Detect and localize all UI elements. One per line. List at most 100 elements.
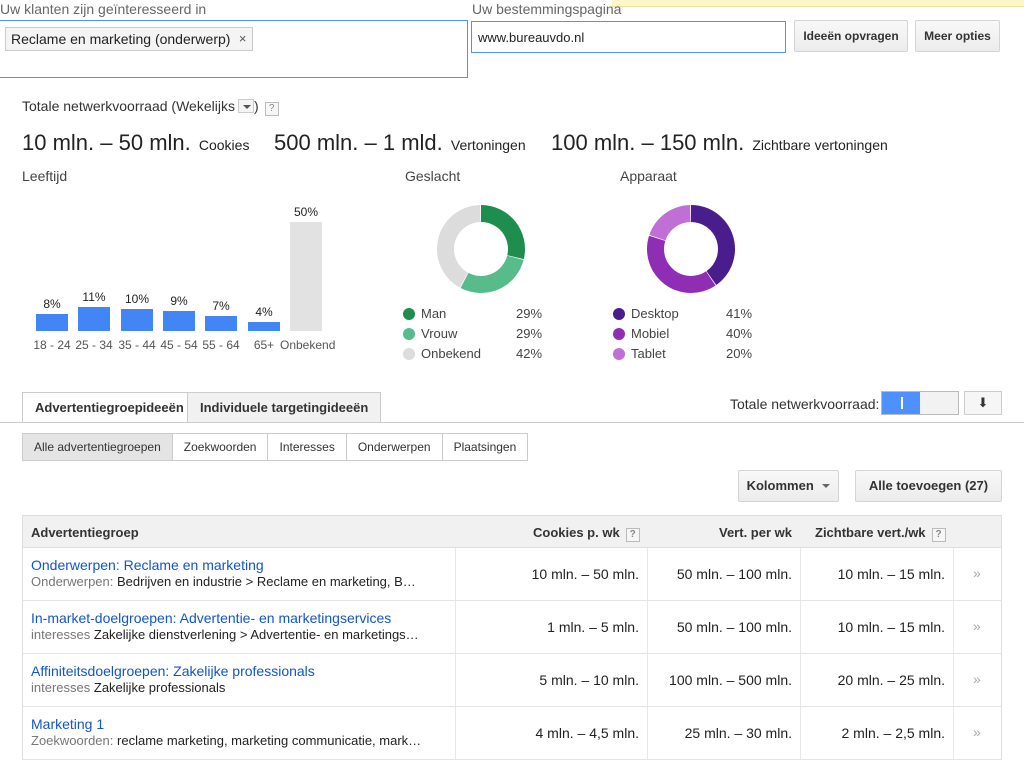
table-row: In-market-doelgroepen: Advertentie- en m… <box>22 601 1002 654</box>
subtab-interests[interactable]: Interesses <box>267 434 346 460</box>
legend-swatch <box>403 308 415 320</box>
ad-group-detail: interesses Zakelijke professionals <box>31 680 225 695</box>
cell-divider <box>800 654 801 706</box>
panel-title: Totale netwerkvoorraad (Wekelijks)? <box>22 98 279 116</box>
viewable-value: 10 mln. – 15 mln. <box>837 566 945 582</box>
panel-title-close: ) <box>253 98 259 114</box>
cell-divider <box>455 601 456 653</box>
legend-value: 42% <box>516 346 543 361</box>
ad-group-detail-text: Zakelijke professionals <box>93 680 226 695</box>
table-header: Advertentiegroep Cookies p. wk? Vert. pe… <box>22 515 1002 548</box>
donut-slice-man <box>481 205 525 260</box>
age-bar-value: 8% <box>43 297 61 311</box>
subtab-placements[interactable]: Plaatsingen <box>441 434 528 460</box>
age-bar <box>121 309 153 331</box>
age-bar <box>290 222 322 331</box>
age-bar <box>36 314 68 331</box>
cell-divider <box>800 548 801 600</box>
ad-group-table: Advertentiegroep Cookies p. wk? Vert. pe… <box>22 515 1002 760</box>
legend-swatch <box>613 328 625 340</box>
impressions-value: 50 mln. – 100 mln. <box>676 619 792 635</box>
tab-ad-group-ideas[interactable]: Advertentiegroepideeën <box>22 392 197 423</box>
age-bar-value: 50% <box>293 205 319 219</box>
add-all-button[interactable]: Alle toevoegen (27) <box>855 470 1002 502</box>
period-dropdown-icon[interactable] <box>237 99 254 113</box>
ad-group-type: interesses <box>31 627 91 642</box>
stat-cookies-unit: Cookies <box>198 137 250 153</box>
age-bar-value: 10% <box>124 292 150 306</box>
subtab-keywords[interactable]: Zoekwoorden <box>171 434 268 460</box>
add-chevron-icon[interactable]: » <box>973 724 981 740</box>
ad-group-type: Onderwerpen: <box>31 574 114 589</box>
age-bar-category: 25 - 34 <box>75 338 113 352</box>
cell-divider <box>647 548 648 600</box>
stat-cookies-value: 10 mln. – 50 mln. <box>22 130 191 155</box>
cell-divider <box>455 548 456 600</box>
age-bar <box>205 316 237 331</box>
ad-group-link[interactable]: Onderwerpen: Reclame en marketing <box>31 557 264 573</box>
tab-divider <box>0 422 1024 423</box>
ad-group-link[interactable]: Marketing 1 <box>31 716 105 732</box>
get-ideas-button[interactable]: Ideeën opvragen <box>794 20 908 52</box>
help-icon[interactable]: ? <box>931 528 946 542</box>
header-ad-group[interactable]: Advertentiegroep <box>31 525 139 540</box>
cookies-value: 10 mln. – 50 mln. <box>531 566 639 582</box>
cookies-value: 4 mln. – 4,5 mln. <box>535 725 640 741</box>
ad-group-type: interesses <box>31 680 91 695</box>
audience-input[interactable]: Reclame en marketing (onderwerp) × <box>0 20 468 78</box>
legend-label: Desktop <box>631 306 679 321</box>
subtab-all-ad-groups[interactable]: Alle advertentiegroepen <box>23 434 172 460</box>
cell-divider <box>800 707 801 759</box>
cell-divider <box>953 548 954 600</box>
donut-slice-mobiel <box>647 235 716 293</box>
legend-value: 41% <box>726 306 753 321</box>
download-icon[interactable]: ⬇ <box>964 391 1002 415</box>
ad-group-link[interactable]: In-market-doelgroepen: Advertentie- en m… <box>31 610 392 626</box>
donut-slice-vrouw <box>460 255 524 293</box>
impressions-value: 100 mln. – 500 mln. <box>669 672 792 688</box>
cell-divider <box>455 707 456 759</box>
legend-label: Tablet <box>631 346 666 361</box>
audience-chip-label: Reclame en marketing (onderwerp) <box>11 31 231 47</box>
audience-chip[interactable]: Reclame en marketing (onderwerp) × <box>5 27 254 51</box>
table-row: Onderwerpen: Reclame en marketing Onderw… <box>22 548 1002 601</box>
legend-value: 29% <box>516 326 543 341</box>
age-bar-category: 55 - 64 <box>202 338 240 352</box>
cell-divider <box>647 601 648 653</box>
cookies-value: 1 mln. – 5 mln. <box>547 619 639 635</box>
ad-group-detail: Onderwerpen: Bedrijven en industrie > Re… <box>31 574 416 589</box>
header-cookies[interactable]: Cookies p. wk? <box>533 525 640 542</box>
add-chevron-icon[interactable]: » <box>973 565 981 581</box>
landing-page-input[interactable] <box>471 21 786 53</box>
cookies-value: 5 mln. – 10 mln. <box>539 672 639 688</box>
add-chevron-icon[interactable]: » <box>973 671 981 687</box>
header-viewable[interactable]: Zichtbare vert./wk? <box>815 525 946 542</box>
chip-remove-icon[interactable]: × <box>238 31 247 46</box>
impressions-value: 50 mln. – 100 mln. <box>676 566 792 582</box>
legend-label: Man <box>421 306 447 321</box>
age-bar-category: 45 - 54 <box>160 338 198 352</box>
viewable-value: 10 mln. – 15 mln. <box>837 619 945 635</box>
forecast-panel: Totale netwerkvoorraad (Wekelijks)? 10 m… <box>0 80 1024 380</box>
age-bar-category: Onbekend <box>280 338 336 352</box>
help-icon[interactable]: ? <box>264 102 279 116</box>
ad-group-link[interactable]: Affiniteitsdoelgroepen: Zakelijke profes… <box>31 663 315 679</box>
more-options-button[interactable]: Meer opties <box>915 20 1000 52</box>
legend-label: Vrouw <box>421 326 458 341</box>
stat-cookies: 10 mln. – 50 mln. Cookies <box>22 130 249 156</box>
ad-group-detail-text: Bedrijven en industrie > Reclame en mark… <box>117 574 416 589</box>
ad-group-type: Zoekwoorden: <box>31 733 114 748</box>
add-chevron-icon[interactable]: » <box>973 618 981 634</box>
inventory-toggle[interactable] <box>881 391 959 415</box>
tab-individual-targeting[interactable]: Individuele targetingideeën <box>187 392 382 422</box>
subtab-topics[interactable]: Onderwerpen <box>345 434 442 460</box>
legend-value: 20% <box>726 346 753 361</box>
help-icon[interactable]: ? <box>625 528 640 542</box>
columns-button[interactable]: Kolommen <box>738 470 839 502</box>
chevron-down-icon <box>822 484 831 488</box>
inventory-toggle-label: Totale netwerkvoorraad: <box>730 396 880 412</box>
columns-button-label: Kolommen <box>746 478 814 493</box>
cell-divider <box>647 654 648 706</box>
donut-slice-tablet <box>649 205 691 241</box>
header-impressions[interactable]: Vert. per wk <box>719 525 792 540</box>
